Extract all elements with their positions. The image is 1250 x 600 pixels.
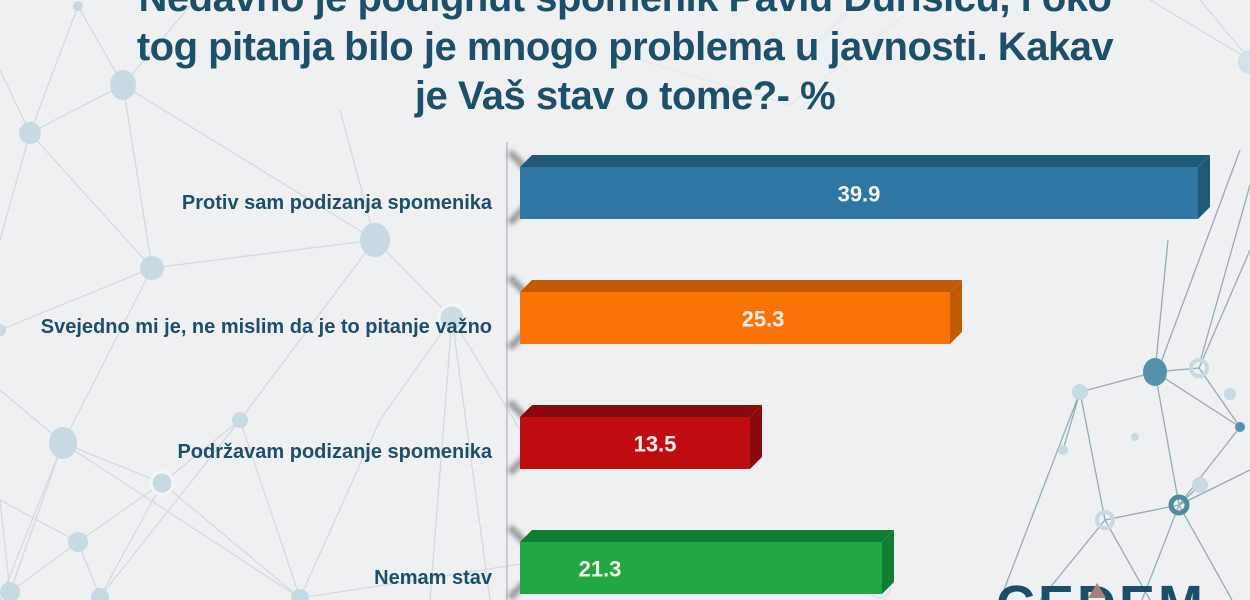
chart-title-line-2: tog pitanja bilo je mnogo problema u jav… xyxy=(136,25,1114,69)
category-label-4: Nemam stav xyxy=(374,567,492,589)
cedem-logo-triangle-mark xyxy=(1088,583,1106,598)
chart-title-line-1: Nedavno je podignut spomenik Pavlu Đuriš… xyxy=(0,0,1250,23)
category-label-2: Svejedno mi je, ne mislim da je to pitan… xyxy=(40,316,492,338)
chart-title: Nedavno je podignut spomenik Pavlu Đuriš… xyxy=(0,0,1250,121)
category-label-1: Protiv sam podizanja spomenika xyxy=(181,192,492,214)
bar-3: 13.5 xyxy=(507,399,764,476)
bar-4: 21.3 xyxy=(507,524,896,600)
chart-title-line-3: je Vaš stav o tome?- % xyxy=(414,74,836,118)
bar-value-label-2: 25.3 xyxy=(742,307,785,332)
bar-1: 39.9 xyxy=(507,149,1212,226)
bar-value-label-4: 21.3 xyxy=(579,557,622,582)
bar-value-label-3: 13.5 xyxy=(634,432,677,457)
category-axis-line xyxy=(506,142,508,600)
category-label-3: Podržavam podizanje spomenika xyxy=(177,441,492,463)
bar-2: 25.3 xyxy=(507,274,964,351)
bar-value-label-1: 39.9 xyxy=(838,182,881,207)
